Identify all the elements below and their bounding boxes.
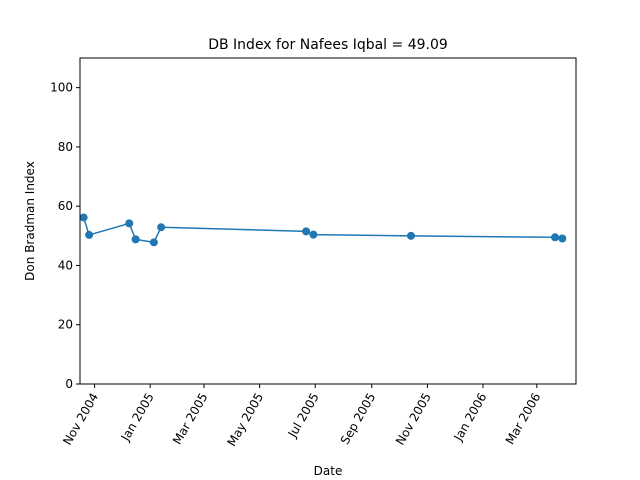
y-tick-label: 20 — [58, 318, 73, 332]
data-point — [125, 219, 134, 228]
data-point — [85, 230, 94, 239]
data-point — [157, 223, 166, 232]
y-tick-label: 0 — [65, 377, 73, 391]
y-tick-label: 100 — [50, 81, 73, 95]
y-tick-label: 40 — [58, 258, 73, 272]
y-tick-label: 60 — [58, 199, 73, 213]
x-axis-label: Date — [314, 464, 343, 478]
y-axis-label: Don Bradman Index — [23, 161, 37, 281]
data-point — [131, 235, 140, 244]
plot-area — [80, 58, 576, 384]
y-tick-label: 80 — [58, 140, 73, 154]
chart-title: DB Index for Nafees Iqbal = 49.09 — [208, 37, 448, 53]
data-point — [302, 227, 311, 236]
series-layer — [79, 213, 567, 247]
data-point — [406, 231, 415, 240]
data-point — [149, 238, 158, 247]
plot-frame — [79, 57, 577, 385]
data-point — [551, 233, 560, 242]
data-point — [79, 213, 88, 222]
data-point — [309, 230, 318, 239]
data-point — [558, 234, 567, 243]
